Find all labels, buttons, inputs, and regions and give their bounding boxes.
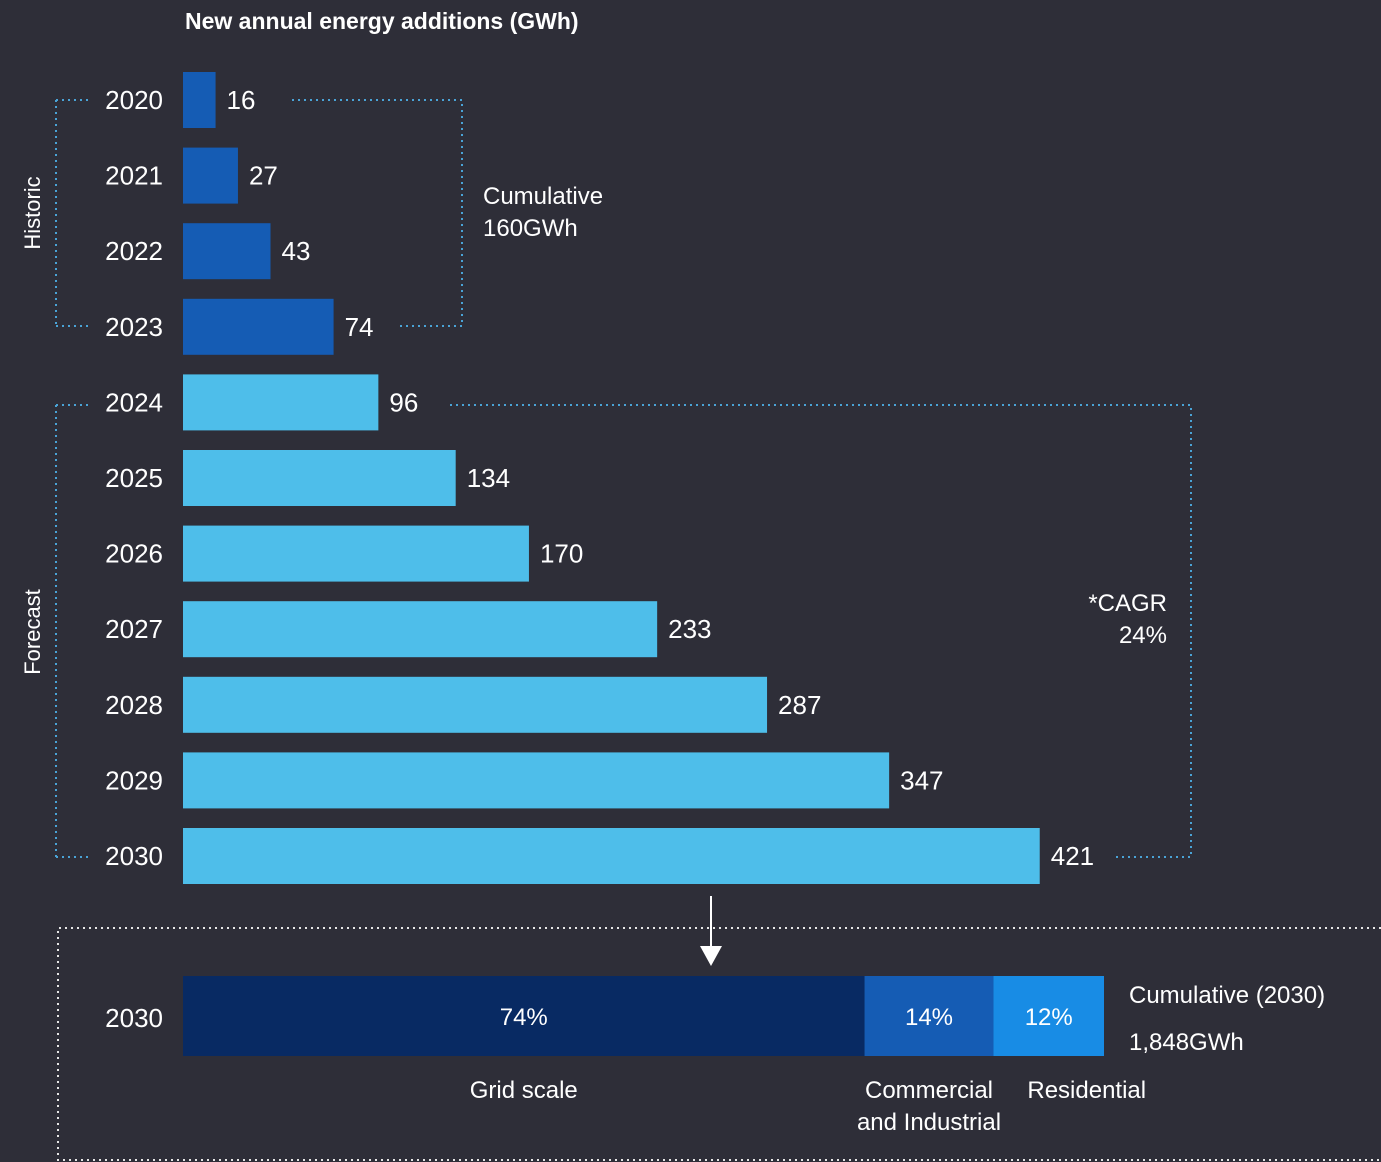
cumulative-2030-line-2: 1,848GWh [1129,1029,1244,1056]
year-label-2030: 2030 [105,841,163,871]
year-label-2029: 2029 [105,765,163,795]
value-label-2022: 43 [282,236,311,266]
segment-name-1-0: Commercial [865,1077,993,1104]
segment-percent-1: 14% [905,1004,953,1031]
bar-2023 [183,298,334,355]
bar-2024 [183,374,379,431]
bar-2021 [183,147,238,204]
value-label-2024: 96 [389,387,418,417]
historic-note-line-2: 160GWh [483,215,578,242]
segment-1 [864,976,994,1056]
year-label-2022: 2022 [105,236,163,266]
cagr-note-line-1: *CAGR [1088,590,1167,617]
breakdown-arrow-head [700,946,722,966]
value-label-2029: 347 [900,765,943,795]
value-label-2023: 74 [345,312,374,342]
historic-cumulative-bracket [292,99,463,327]
breakdown-year-label: 2030 [105,1003,163,1033]
year-label-2024: 2024 [105,387,163,417]
segment-percent-0: 74% [500,1004,548,1031]
value-label-2027: 233 [668,614,711,644]
value-label-2030: 421 [1051,841,1094,871]
year-label-2023: 2023 [105,312,163,342]
value-label-2028: 287 [778,690,821,720]
historic-note-line-1: Cumulative [483,183,603,210]
segment-percent-2: 12% [1025,1004,1073,1031]
bar-2027 [183,601,658,658]
historic-bracket [55,99,92,327]
segment-name-1-1: and Industrial [857,1109,1001,1136]
forecast-cagr-bracket [450,404,1192,858]
segment-name-2-0: Residential [1027,1077,1146,1104]
historic-group-label: Historic [20,176,45,249]
chart-title: New annual energy additions (GWh) [185,8,579,34]
bar-2022 [183,223,271,280]
bars-layer: 2020 16 2021 27 2022 43 2023 74 2024 96 2025 134 202… [105,72,1094,884]
breakdown-box [57,927,1381,1161]
year-label-2028: 2028 [105,690,163,720]
segment-2 [993,976,1104,1056]
segment-0 [183,976,865,1056]
value-label-2026: 170 [540,539,583,569]
forecast-bracket [55,404,92,858]
bar-2020 [183,72,216,128]
year-label-2026: 2026 [105,539,163,569]
value-label-2020: 16 [227,85,256,115]
year-label-2021: 2021 [105,161,163,191]
year-label-2020: 2020 [105,85,163,115]
year-label-2025: 2025 [105,463,163,493]
segment-name-0-0: Grid scale [470,1077,578,1104]
forecast-group-label: Forecast [20,589,45,675]
bar-2025 [183,450,456,506]
bar-2028 [183,676,768,733]
stacked-bar-layer: 74% Grid scale 14% Commercial and Industrial… [183,976,1146,1136]
year-label-2027: 2027 [105,614,163,644]
cumulative-2030-line-1: Cumulative (2030) [1129,982,1325,1009]
value-label-2025: 134 [467,463,510,493]
cagr-note-line-2: 24% [1119,622,1167,649]
value-label-2021: 27 [249,161,278,191]
bar-2029 [183,752,890,809]
bar-2026 [183,525,529,582]
bar-2030 [183,828,1040,884]
